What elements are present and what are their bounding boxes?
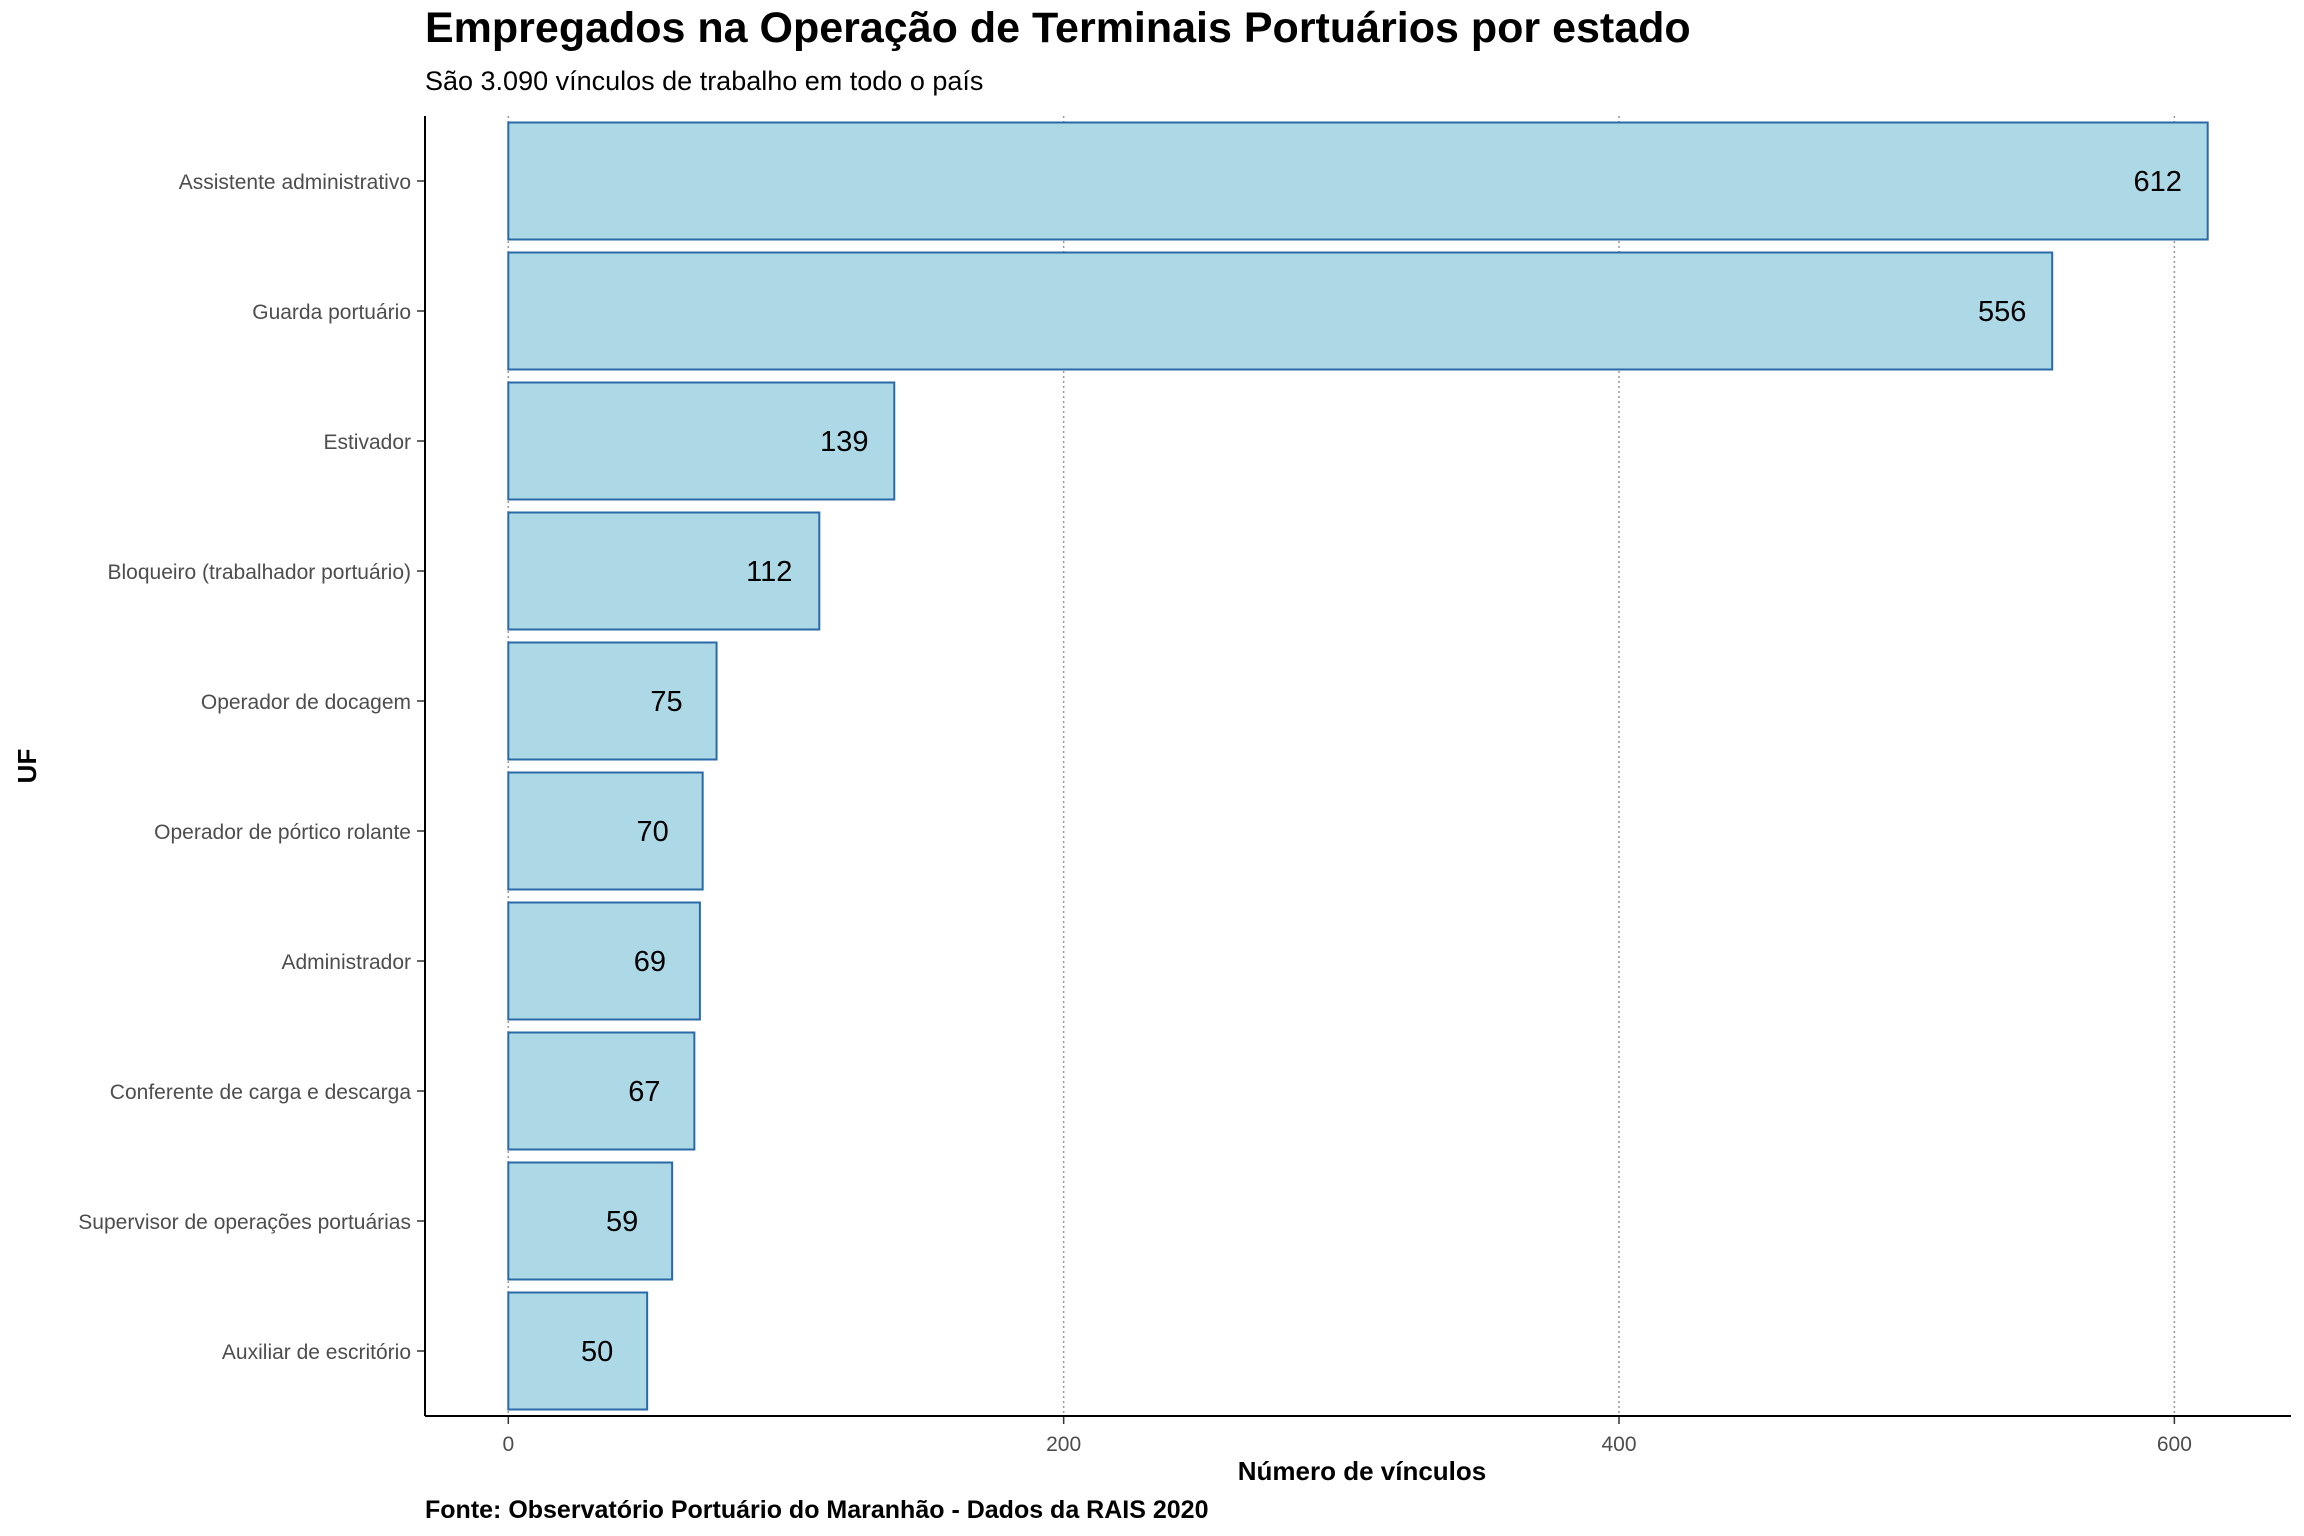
bars: 612 556 139 112 75 70 69 67 59 50 — [507, 121, 2209, 1411]
chart-title: Empregados na Operação de Terminais Port… — [425, 4, 1691, 52]
category-label: Administrador — [281, 951, 411, 974]
bar-value-label: 67 — [628, 1076, 660, 1108]
x-tick-label: 200 — [1046, 1433, 1081, 1456]
bar — [507, 901, 701, 1021]
category-label: Assistente administrativo — [179, 171, 411, 194]
x-axis-title: Número de vínculos — [1238, 1456, 1487, 1486]
bar — [507, 1031, 696, 1151]
bar — [507, 1291, 649, 1411]
category-label: Supervisor de operações portuárias — [78, 1211, 411, 1234]
category-label: Auxiliar de escritório — [222, 1341, 411, 1364]
bar-value-label: 112 — [746, 556, 792, 588]
bar-value-label: 612 — [2134, 166, 2182, 198]
bar — [507, 641, 718, 761]
x-tick-label: 400 — [1601, 1433, 1636, 1456]
category-label: Bloqueiro (trabalhador portuário) — [107, 561, 411, 584]
bar-value-label: 70 — [637, 816, 669, 848]
axes: 0 200 400 600 Assistente administrativo Guard… — [78, 116, 2291, 1456]
bar — [507, 1161, 674, 1281]
chart-subtitle: São 3.090 vínculos de trabalho em todo o… — [425, 66, 984, 96]
bar-value-label: 50 — [581, 1336, 613, 1368]
chart-caption: Fonte: Observatório Portuário do Maranhã… — [425, 1496, 1209, 1524]
category-label: Operador de pórtico rolante — [154, 821, 411, 844]
x-tick-label: 0 — [502, 1433, 514, 1456]
bar-value-label: 69 — [634, 946, 666, 978]
bar — [507, 381, 896, 501]
bar — [507, 771, 704, 891]
bar — [507, 251, 2054, 371]
bar — [507, 511, 821, 631]
y-axis-title: UF — [12, 749, 42, 784]
bar-value-label: 139 — [820, 426, 868, 458]
bar-value-label: 75 — [650, 686, 682, 718]
category-label: Guarda portuário — [252, 301, 411, 324]
category-label: Conferente de carga e descarga — [110, 1081, 412, 1104]
bar-value-label: 59 — [606, 1206, 638, 1238]
x-tick-label: 600 — [2157, 1433, 2192, 1456]
category-label: Operador de docagem — [201, 691, 411, 714]
category-label: Estivador — [323, 431, 411, 454]
bar-value-label: 556 — [1978, 296, 2026, 328]
bar — [507, 121, 2209, 241]
